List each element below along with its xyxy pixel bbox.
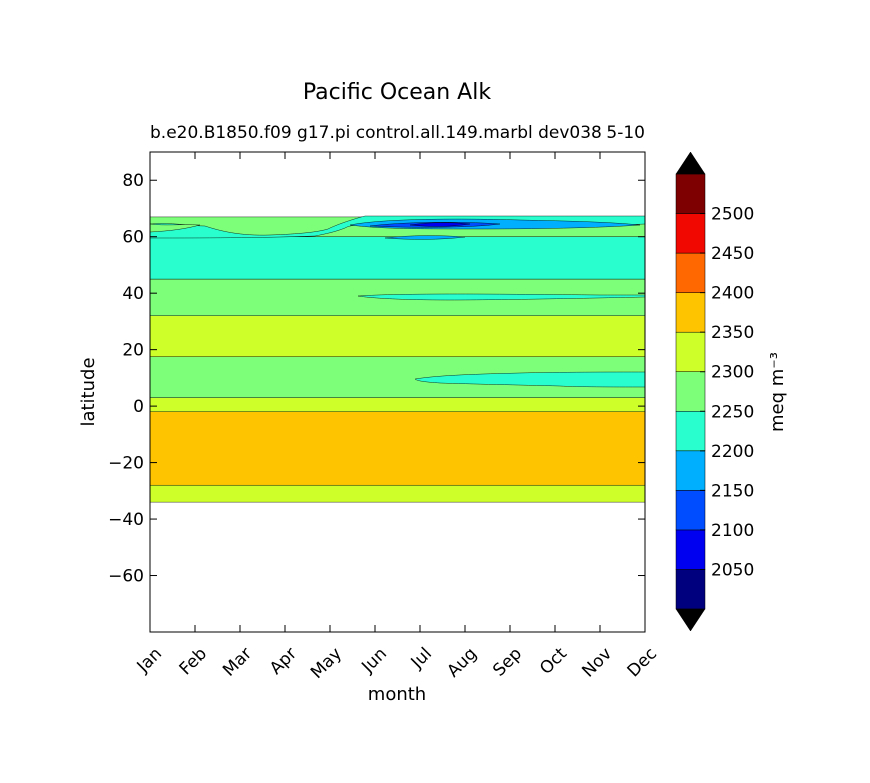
colorbar-segment [675,173,706,214]
colorbar-extend-under [675,608,706,632]
chart-title: Pacific Ocean Alk [303,80,491,105]
colorbar-segment [675,450,706,491]
x-tick-label: Sep [489,644,526,681]
x-axis-label: month [368,684,426,705]
colorbar-tick-label: 2450 [711,244,754,264]
chart-subtitle-left: b.e20.B1850.f09 g17.pi control.all.149.m… [150,123,602,143]
plot-area [149,151,646,633]
colorbar-extend-over [675,151,706,175]
colorbar-segment [675,331,706,372]
colorbar-segment [675,292,706,333]
x-tick-label: Jun [357,644,391,678]
x-tick-label: Aug [443,644,481,682]
colorbar-segment [675,411,706,452]
colorbar-segment [675,252,706,293]
x-tick-label: Feb [176,644,211,679]
y-tick-label: 0 [133,397,144,417]
y-tick-label: −20 [108,454,144,474]
y-tick-label: 60 [122,228,144,248]
y-tick-label: −40 [108,510,144,530]
contour-band-1 [150,411,645,486]
x-tick-label: Mar [219,644,256,681]
colorbar-segment [675,371,706,412]
colorbar-tick-label: 2500 [711,205,754,225]
colorbar-segment [675,569,706,610]
contour-feature-north-patch [150,223,201,233]
colorbar: 2050 2100 2150 2200 2250 2300 2350 2400 2450 2500 [675,151,754,632]
contour-feature-sub-core [384,235,466,240]
y-axis-label: latitude [78,357,99,426]
y-tick-label: 80 [122,171,144,191]
colorbar-tick-label: 2300 [711,363,754,383]
contour-band-4 [150,315,645,357]
plot-frame [149,151,646,633]
x-tick-label: Oct [536,644,571,679]
contour-fill-layer [150,216,645,503]
colorbar-segment [675,213,706,254]
colorbar-label: meq m⁻³ [767,352,788,432]
contour-feature-40n-intrusion [357,293,645,301]
y-tick-label: 40 [122,284,144,304]
colorbar-tick-label: 2400 [711,284,754,304]
colorbar-tick-label: 2150 [711,481,754,501]
contour-feature-10n-intrusion [414,371,645,388]
colorbar-segment [675,490,706,531]
y-axis: 80 60 40 20 0 −20 −40 −60 [108,171,645,587]
colorbar-tick-label: 2200 [711,442,754,462]
x-tick-label: May [307,644,346,683]
x-tick-label: Nov [578,644,616,682]
colorbar-tick-label: 2050 [711,560,754,580]
x-tick-label: Jul [407,644,436,673]
colorbar-tick-label: 2100 [711,521,754,541]
colorbar-tick-label: 2350 [711,323,754,343]
chart-subtitle-right: 5-10 [606,123,645,143]
contour-feature-low-core-deep [409,222,471,227]
contour-band-0 [150,484,645,503]
x-tick-label: Jan [133,644,166,677]
y-tick-label: −60 [108,567,144,587]
x-tick-label: Dec [624,644,661,681]
contour-features-layer [150,215,645,388]
y-tick-label: 20 [122,341,144,361]
contour-band-2 [150,397,645,412]
contour-band-6 [150,236,645,280]
colorbar-segment [675,529,706,570]
x-tick-label: Apr [266,644,301,679]
colorbar-tick-label: 2250 [711,402,754,422]
